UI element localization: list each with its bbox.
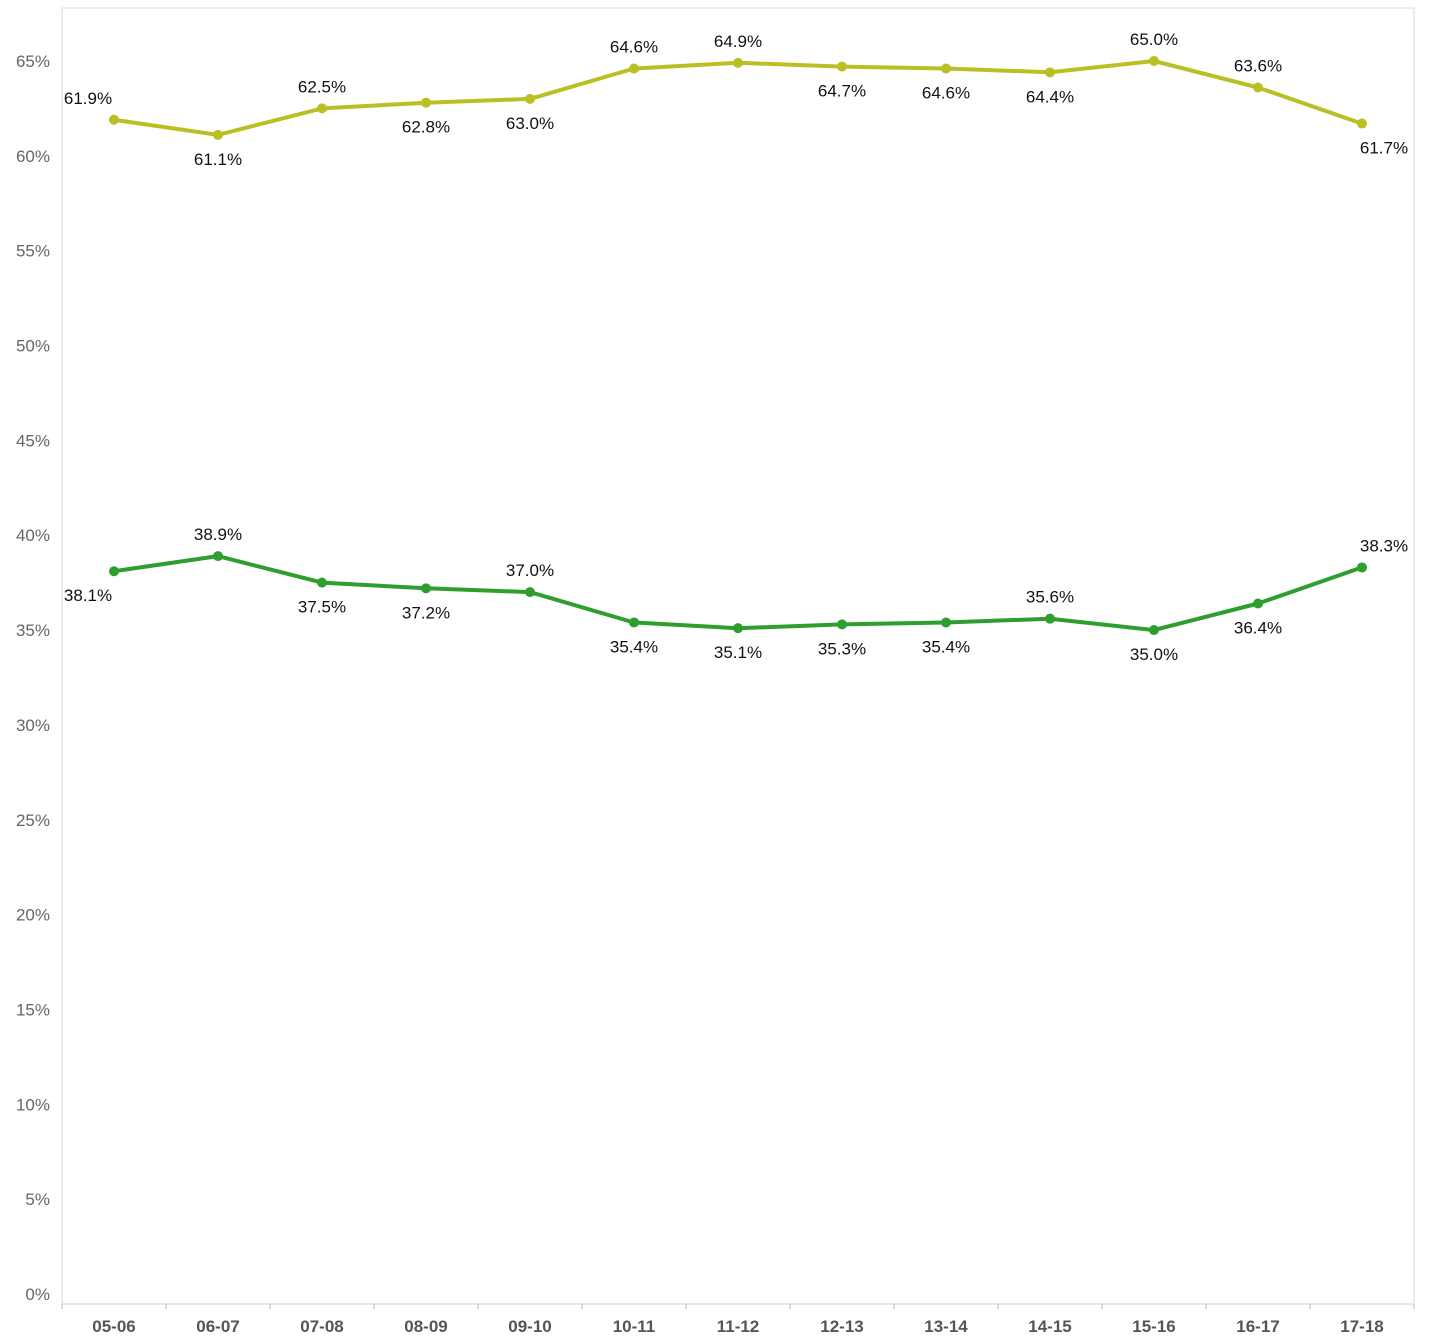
series-1-point (941, 63, 951, 74)
y-tick-label: 0% (25, 1285, 50, 1304)
x-tick-label: 16-17 (1236, 1317, 1279, 1336)
x-tick-label: 15-16 (1132, 1317, 1175, 1336)
data-label: 64.6% (610, 38, 658, 57)
x-tick-label: 05-06 (92, 1317, 135, 1336)
series-2-point (525, 587, 535, 598)
series-line-1 (112, 59, 1364, 137)
series-layer (109, 55, 1367, 636)
y-tick-label: 60% (16, 147, 50, 166)
series-2-point (1357, 562, 1367, 573)
series-line-2 (112, 554, 1364, 633)
data-label: 64.9% (714, 32, 762, 51)
series-2-point (109, 566, 119, 577)
y-axis: 0% 5% 10% 15% 20% 25% 30% 35% 40% 45% 50% 55% 60% 65% (16, 52, 50, 1304)
series-1-point (421, 97, 431, 108)
data-label: 35.0% (1130, 645, 1178, 664)
data-label: 35.3% (818, 639, 866, 658)
series-1-point (1357, 118, 1367, 129)
series-1-point (629, 63, 639, 74)
series-2-point (1149, 625, 1159, 636)
y-tick-label: 50% (16, 337, 50, 356)
data-label: 35.1% (714, 643, 762, 662)
series-2-point (1045, 613, 1055, 624)
series-2-point (629, 617, 639, 628)
series-1-point (525, 93, 535, 104)
x-tick-label: 07-08 (300, 1317, 343, 1336)
x-tick-label: 17-18 (1340, 1317, 1383, 1336)
series-2-point (213, 551, 223, 562)
y-tick-label: 45% (16, 431, 50, 450)
x-tick-label: 14-15 (1028, 1317, 1071, 1336)
data-label: 61.1% (194, 150, 242, 169)
series-1-point (733, 57, 743, 68)
series-2-point (317, 577, 327, 588)
y-tick-label: 5% (25, 1190, 50, 1209)
data-label: 61.7% (1360, 139, 1408, 158)
data-label: 35.6% (1026, 588, 1074, 607)
data-label: 38.9% (194, 525, 242, 544)
x-tick-label: 10-11 (613, 1317, 656, 1336)
y-tick-label: 30% (16, 716, 50, 735)
x-axis: 05-06 06-07 07-08 08-09 09-10 10-11 11-12 12-13… (61, 1304, 1415, 1336)
series-2-point (941, 617, 951, 628)
data-label: 62.8% (402, 118, 450, 137)
data-label: 37.5% (298, 598, 346, 617)
y-tick-label: 10% (16, 1095, 50, 1114)
series-2-point (837, 619, 847, 630)
y-tick-label: 20% (16, 906, 50, 925)
y-tick-label: 65% (16, 52, 50, 71)
series-1-point (1045, 67, 1055, 78)
series-1-point (837, 61, 847, 72)
series-1-point (317, 103, 327, 114)
series-2-point (421, 583, 431, 594)
y-tick-label: 35% (16, 621, 50, 640)
series-1-point (109, 114, 119, 125)
series-1-point (213, 129, 223, 140)
data-label: 64.6% (922, 84, 970, 103)
series-1-point (1149, 55, 1159, 66)
y-tick-label: 25% (16, 811, 50, 830)
x-tick-label: 08-09 (404, 1317, 447, 1336)
data-label: 65.0% (1130, 30, 1178, 49)
data-label: 64.7% (818, 82, 866, 101)
data-label-layer: 61.9% 61.1% 62.5% 62.8% 63.0% 64.6% 64.9% 64.7%… (64, 30, 1408, 664)
series-1-point (1253, 82, 1263, 93)
data-label: 62.5% (298, 77, 346, 96)
data-label: 37.0% (506, 561, 554, 580)
x-tick-label: 11-12 (717, 1317, 760, 1336)
y-tick-label: 55% (16, 242, 50, 261)
x-tick-label: 06-07 (196, 1317, 239, 1336)
series-2-point (733, 623, 743, 634)
data-label: 64.4% (1026, 87, 1074, 106)
y-tick-label: 15% (16, 1000, 50, 1019)
y-tick-label: 40% (16, 526, 50, 545)
series-2-point (1253, 598, 1263, 609)
data-label: 37.2% (402, 603, 450, 622)
data-label: 38.1% (64, 586, 112, 605)
data-label: 35.4% (922, 637, 970, 656)
data-label: 35.4% (610, 637, 658, 656)
x-tick-label: 12-13 (820, 1317, 863, 1336)
data-label: 61.9% (64, 89, 112, 108)
data-label: 38.3% (1360, 536, 1408, 555)
x-tick-label: 13-14 (924, 1317, 968, 1336)
x-tick-label: 09-10 (508, 1317, 551, 1336)
data-label: 63.0% (506, 114, 554, 133)
data-label: 36.4% (1234, 618, 1282, 637)
data-label: 63.6% (1234, 57, 1282, 76)
